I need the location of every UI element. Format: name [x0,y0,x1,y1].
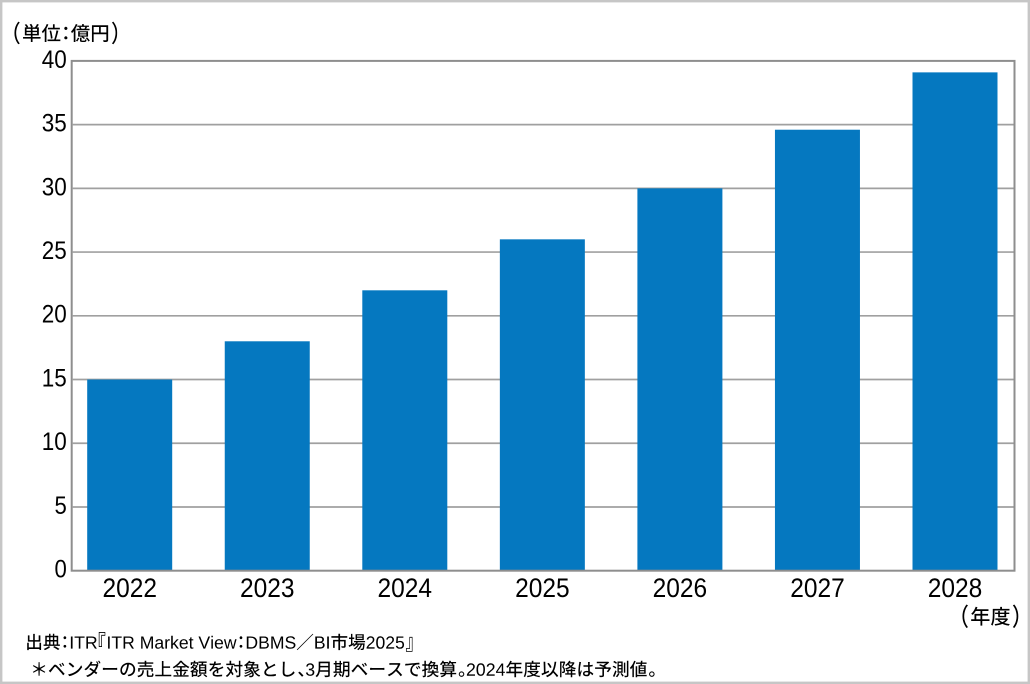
svg-text:2025: 2025 [515,573,570,603]
svg-text:25: 25 [42,237,67,265]
svg-text:15: 15 [42,364,67,392]
svg-text:0: 0 [55,556,67,584]
svg-text:20: 20 [42,301,67,329]
svg-text:2027: 2027 [790,573,845,603]
svg-text:2024: 2024 [378,573,433,603]
svg-text:2022: 2022 [102,573,157,603]
svg-text:35: 35 [42,110,67,138]
svg-text:2026: 2026 [653,573,708,603]
svg-text:2028: 2028 [928,573,983,603]
svg-text:30: 30 [42,173,67,201]
svg-text:2023: 2023 [240,573,295,603]
svg-text:5: 5 [55,492,67,520]
svg-text:10: 10 [42,428,67,456]
svg-text:40: 40 [42,46,67,74]
